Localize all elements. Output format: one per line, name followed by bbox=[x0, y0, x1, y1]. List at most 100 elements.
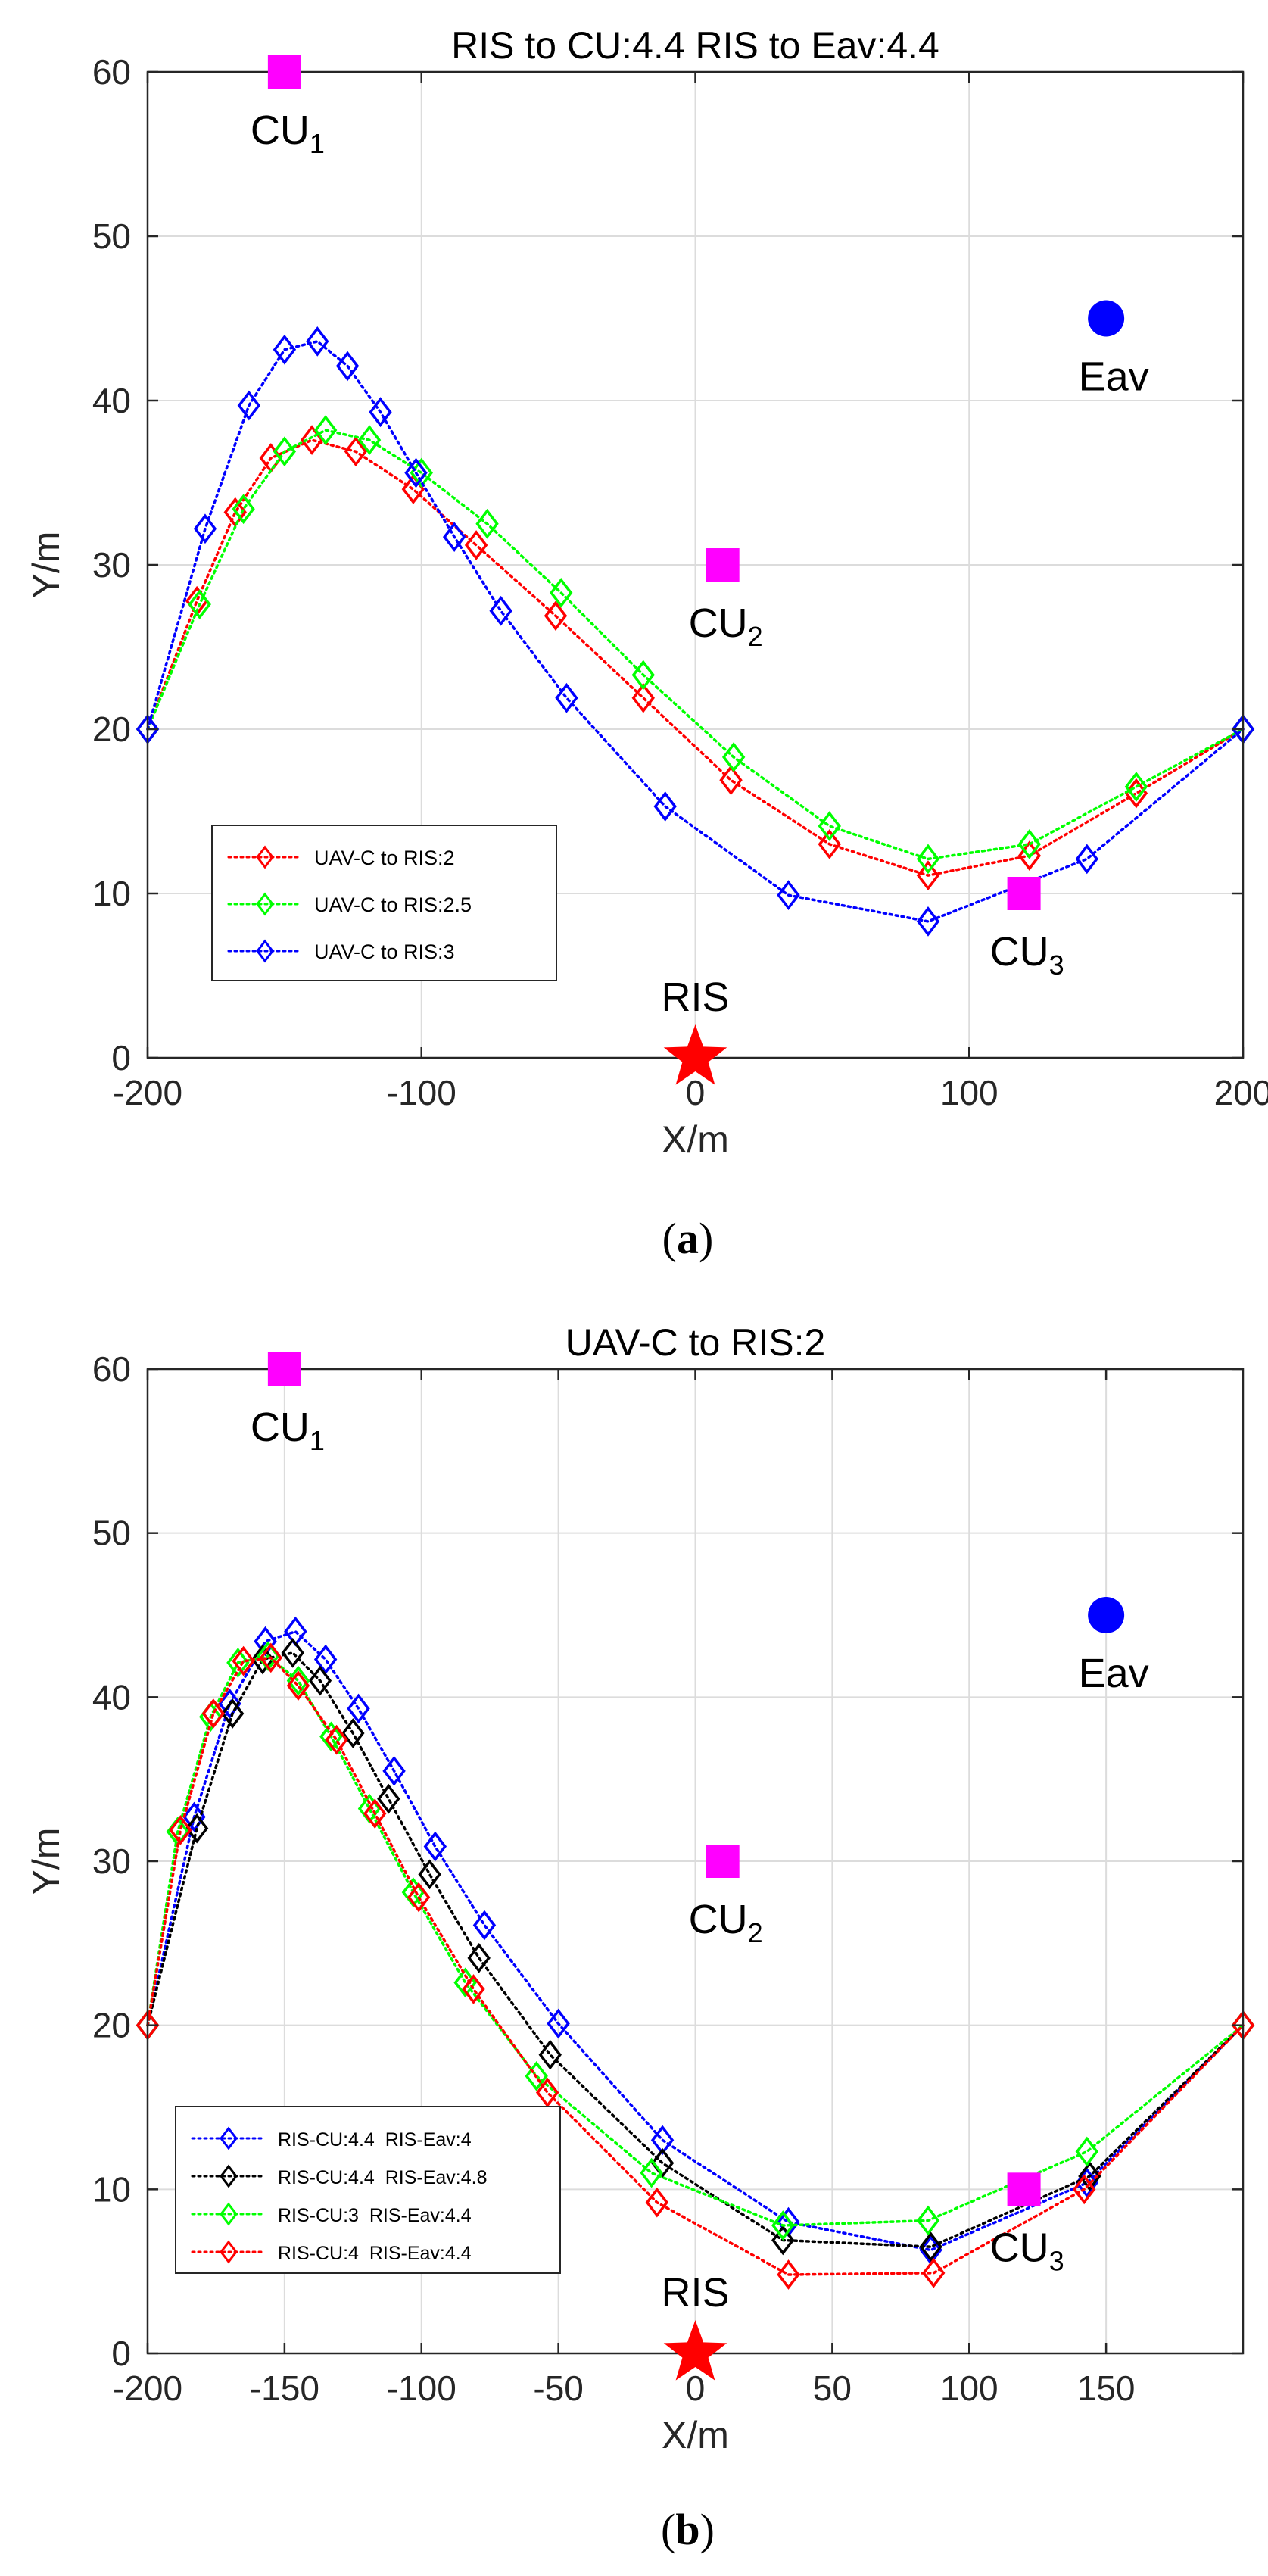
chart-b-series-3-point-7 bbox=[363, 1798, 387, 1829]
chart-a-series-2-point-12 bbox=[777, 880, 800, 911]
chart-a-series-0-point-9 bbox=[631, 682, 655, 713]
chart-b-series-1-point-10 bbox=[538, 2039, 562, 2070]
chart-a-series-0-point-10 bbox=[719, 765, 743, 796]
chart-a-ytick-label-5: 50 bbox=[92, 217, 131, 256]
chart-a-series-1-point-8 bbox=[550, 578, 573, 608]
chart-b-series-1-point-9 bbox=[467, 1942, 491, 1973]
chart-a-series-0-line bbox=[146, 438, 1245, 877]
chart-b-series-0-line bbox=[146, 1629, 1245, 2252]
chart-b-xtick-label-4: 0 bbox=[686, 2369, 706, 2408]
chart-b-ytick-label-2: 20 bbox=[92, 2006, 131, 2045]
chart-a-series-2-point-6 bbox=[369, 397, 392, 428]
chart-b-series-1-point-8 bbox=[418, 1859, 441, 1890]
chart-a-xtick-label-3: 100 bbox=[940, 1073, 999, 1112]
chart-a-series-2-point-13 bbox=[916, 906, 940, 937]
chart-a-series-2-point-10 bbox=[555, 682, 578, 713]
chart-a-cu2-label: CU2 bbox=[689, 600, 763, 652]
chart-b-series-0-point-5 bbox=[313, 1644, 338, 1675]
chart-b-xtick-label-6: 100 bbox=[940, 2369, 999, 2408]
chart-a-caption: (a) bbox=[662, 1214, 714, 1263]
chart-b-legend-label-2: RIS-CU:3 RIS-Eav:4.4 bbox=[278, 2205, 472, 2226]
chart-b-cu2-square bbox=[706, 1845, 740, 1878]
chart-a-ytick-label-0: 0 bbox=[111, 1038, 131, 1077]
chart-a-cu1-label: CU1 bbox=[251, 108, 325, 159]
chart-b-eav-label: Eav bbox=[1079, 1651, 1149, 1696]
chart-a-series-1-point-9 bbox=[631, 660, 655, 691]
chart-b-series-0-point-7 bbox=[382, 1755, 406, 1786]
chart-b-xtick-label-0: -200 bbox=[113, 2369, 182, 2408]
chart-a-series-1-line bbox=[146, 429, 1245, 861]
chart-b-xtick-label-7: 150 bbox=[1077, 2369, 1136, 2408]
chart-a-series-1-point-4 bbox=[313, 415, 338, 445]
chart-b-ytick-label-5: 50 bbox=[92, 1514, 131, 1553]
chart-a-series-1-point-1 bbox=[188, 589, 211, 619]
chart-b-ytick-label-1: 10 bbox=[92, 2169, 131, 2209]
chart-a-cu2-square bbox=[706, 548, 740, 582]
chart-b-series-1-point-2 bbox=[220, 1698, 245, 1729]
chart-b-series-3-line bbox=[146, 1656, 1245, 2276]
chart-a-ytick-label-3: 30 bbox=[92, 545, 131, 585]
chart-b-series-3-point-14 bbox=[1072, 2174, 1096, 2205]
chart-a-series-0-point-5 bbox=[344, 436, 368, 467]
chart-b-eav-circle bbox=[1088, 1597, 1125, 1633]
chart-b-series-2-point-8 bbox=[401, 1877, 425, 1908]
chart-a-eav-circle bbox=[1088, 300, 1125, 337]
chart-b-xlabel: X/m bbox=[662, 2414, 729, 2456]
chart-a-series-1-point-11 bbox=[818, 811, 841, 841]
chart-a-series-0-point-2 bbox=[223, 497, 247, 528]
chart-b-series-1-point-6 bbox=[341, 1718, 365, 1748]
chart-a-xtick-label-2: 0 bbox=[686, 1073, 706, 1112]
chart-b-series-2-point-13 bbox=[916, 2205, 940, 2236]
chart-b-cu1-label: CU1 bbox=[251, 1405, 325, 1456]
chart-b-xtick-label-1: -150 bbox=[250, 2369, 319, 2408]
chart-b-legend-marker-3 bbox=[220, 2240, 238, 2264]
chart-b-ytick-label-3: 30 bbox=[92, 1842, 131, 1881]
chart-b-series-1-point-3 bbox=[251, 1644, 275, 1675]
chart-a-ris-label: RIS bbox=[661, 975, 729, 1020]
chart-a-ytick-label-4: 40 bbox=[92, 381, 131, 420]
chart-b-ris-star bbox=[663, 2320, 727, 2381]
chart-b-series-3-point-2 bbox=[201, 1698, 226, 1729]
chart-a-title: RIS to CU:4.4 RIS to Eav:4.4 bbox=[451, 24, 939, 67]
chart-a-series-0-point-13 bbox=[1017, 840, 1042, 871]
chart-b-series-1-point-12 bbox=[771, 2225, 795, 2256]
chart-a-series-0-point-7 bbox=[464, 530, 488, 560]
chart-a-series-1-point-7 bbox=[475, 508, 499, 539]
chart-b-series-1-point-11 bbox=[650, 2147, 675, 2178]
chart-b-legend-marker-1 bbox=[220, 2164, 238, 2188]
chart-b-title: UAV-C to RIS:2 bbox=[565, 1321, 826, 1364]
chart-b-series-2-line bbox=[146, 1654, 1245, 2227]
chart-b-cu3-square bbox=[1007, 2172, 1041, 2206]
chart-b-legend-marker-2 bbox=[220, 2202, 238, 2226]
chart-a-series-2-line bbox=[146, 339, 1245, 923]
chart-a: -200 -100 0 100 200 0 10 20 30 40 50 60 CU1 CU2 CU3 Eav… bbox=[25, 24, 1268, 1263]
chart-a-series-2-point-4 bbox=[306, 326, 329, 357]
chart-b-ris-label: RIS bbox=[661, 2270, 729, 2316]
chart-b-series-3-point-8 bbox=[407, 1882, 431, 1913]
chart-b-ytick-label-0: 0 bbox=[111, 2334, 131, 2373]
chart-a-cu3-label: CU3 bbox=[990, 929, 1064, 981]
chart-b-cu1-square bbox=[267, 1352, 301, 1386]
chart-a-ytick-label-1: 10 bbox=[92, 874, 131, 913]
chart-a-series-2-point-8 bbox=[442, 522, 466, 552]
chart-a-series-0-point-12 bbox=[916, 860, 940, 891]
chart-b-cu3-label: CU3 bbox=[990, 2225, 1064, 2276]
chart-b-series-2-point-10 bbox=[525, 2060, 548, 2091]
chart-b-series-1-point-5 bbox=[308, 1665, 332, 1696]
chart-b-legend-label-3: RIS-CU:4 RIS-Eav:4.4 bbox=[278, 2243, 472, 2264]
chart-b-series-1-point-1 bbox=[185, 1813, 209, 1844]
chart-a-series-2-point-5 bbox=[335, 351, 360, 382]
chart-a-series-2-point-9 bbox=[489, 595, 512, 626]
chart-b-caption: (b) bbox=[661, 2505, 715, 2554]
chart-a-xlabel: X/m bbox=[662, 1118, 729, 1161]
chart-a-legend-marker-2 bbox=[256, 939, 274, 963]
chart-b-series-2-point-12 bbox=[771, 2210, 795, 2241]
chart-b-xtick-label-3: -50 bbox=[533, 2369, 583, 2408]
chart-b-series-2-point-5 bbox=[286, 1665, 310, 1696]
chart-a-legend-label-2: UAV-C to RIS:3 bbox=[314, 940, 455, 963]
chart-a-series-0-point-11 bbox=[818, 829, 841, 859]
chart-a-legend-marker-0 bbox=[256, 845, 274, 869]
chart-a-series-2-point-14 bbox=[1075, 844, 1099, 875]
chart-b-legend-box bbox=[175, 2106, 561, 2274]
